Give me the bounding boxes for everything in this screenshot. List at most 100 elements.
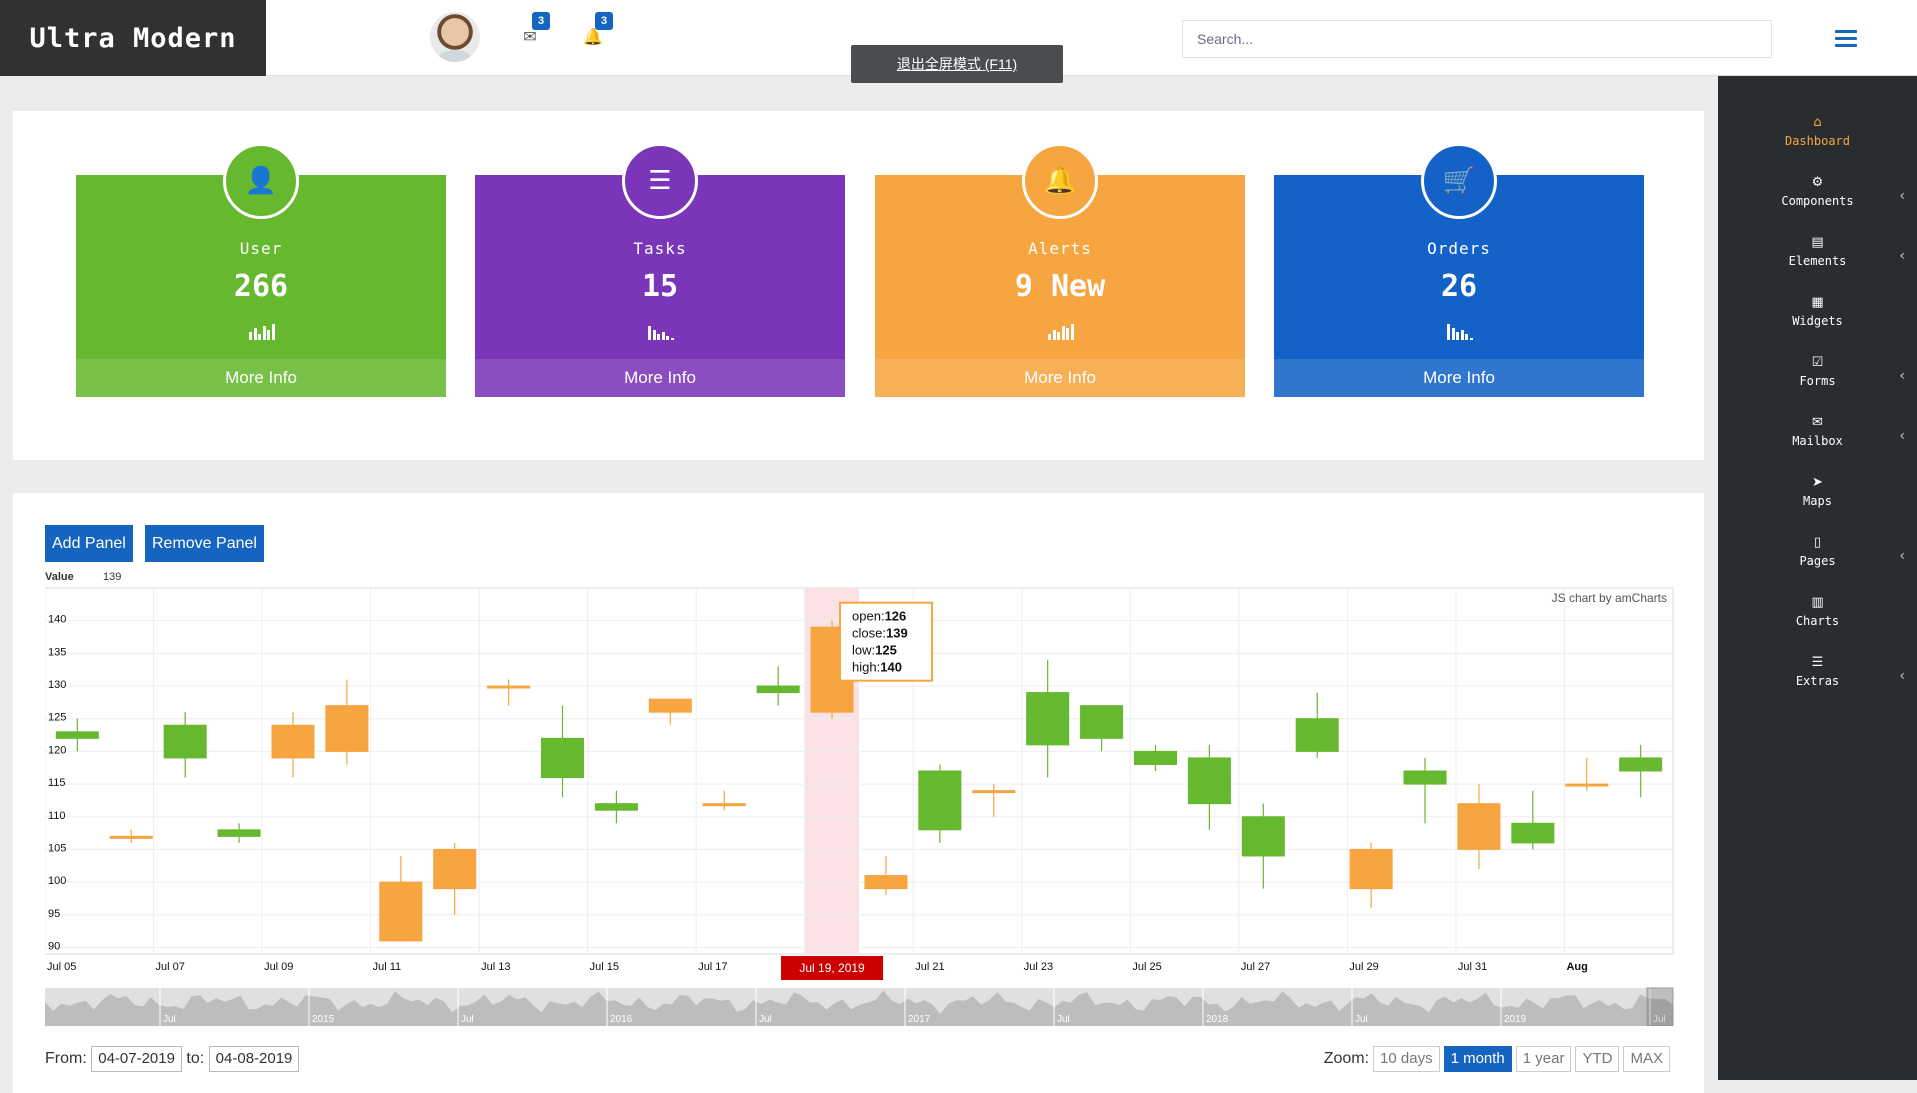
list-icon: ☰: [1811, 655, 1824, 670]
more-info-link[interactable]: More Info: [76, 359, 446, 397]
stat-title: User: [239, 239, 283, 258]
mini-bar-chart-icon: [648, 320, 674, 340]
sidebar-item-forms[interactable]: ☑ Forms ‹: [1718, 356, 1917, 408]
y-tick-label: 110: [48, 810, 66, 822]
stat-card-alerts: 🔔 Alerts 9 New More Info: [875, 143, 1245, 397]
from-date-input[interactable]: 04-07-2019: [91, 1046, 182, 1072]
sidebar-item-label: Elements: [1788, 254, 1847, 268]
candle-body: [163, 724, 207, 759]
x-tick-label: Jul 11: [373, 961, 402, 973]
chevron-left-icon: ‹: [1899, 368, 1905, 384]
candle-body: [217, 829, 261, 837]
stat-title: Orders: [1427, 239, 1491, 258]
candle-body: [648, 698, 692, 713]
candle-body: [972, 790, 1016, 794]
sidebar-item-label: Mailbox: [1792, 434, 1843, 448]
to-date-input[interactable]: 04-08-2019: [208, 1046, 300, 1072]
sidebar-item-widgets[interactable]: ▦ Widgets: [1718, 296, 1917, 348]
x-tick-label: Jul 07: [156, 961, 185, 973]
navigator-label: 2019: [1504, 1014, 1527, 1025]
mini-bar-chart-icon: [249, 320, 275, 340]
navigator-label: Jul: [1355, 1014, 1368, 1025]
x-tick-label: Jul 29: [1349, 961, 1378, 973]
tooltip-open: open:126: [852, 609, 906, 624]
bell-icon[interactable]: 🔔 3: [583, 12, 613, 48]
navigator-label: 2017: [908, 1014, 931, 1025]
cursor-date-label-bg: [781, 956, 884, 980]
x-tick-label: Jul 05: [47, 961, 76, 973]
sidebar-item-label: Forms: [1799, 374, 1836, 388]
candle-body: [1349, 848, 1393, 890]
zoom-max-button[interactable]: MAX: [1623, 1046, 1670, 1072]
hamburger-menu-icon[interactable]: [1835, 30, 1857, 48]
zoom-ytd-button[interactable]: YTD: [1575, 1046, 1620, 1072]
file-icon: ▯: [1813, 535, 1822, 550]
brand-logo[interactable]: Ultra Modern: [0, 0, 266, 76]
right-sidebar: ⌂ Dashboard ⚙ Components ‹ ▤ Elements ‹ ▦ Widgets…: [1718, 76, 1917, 1080]
tooltip-high: high:140: [852, 660, 902, 675]
y-tick-label: 95: [48, 908, 60, 920]
navigator-series: [45, 990, 1673, 1026]
candle-tooltip: [839, 601, 934, 682]
more-info-link[interactable]: More Info: [475, 359, 845, 397]
candle-body: [1619, 757, 1663, 772]
navigator-label: Jul: [759, 1014, 772, 1025]
bell-icon: 🔔: [1022, 143, 1098, 219]
add-panel-button[interactable]: Add Panel: [45, 525, 133, 562]
envelope-icon: ✉: [1812, 415, 1823, 430]
more-info-link[interactable]: More Info: [875, 359, 1245, 397]
value-readout: 139: [103, 571, 122, 583]
sidebar-item-elements[interactable]: ▤ Elements ‹: [1718, 236, 1917, 288]
x-tick-label: Jul 27: [1241, 961, 1270, 973]
candle-body: [1133, 750, 1178, 765]
fullscreen-exit-hint[interactable]: 退出全屏模式 (F11): [851, 45, 1063, 83]
navigator-label: Jul: [163, 1014, 176, 1025]
sidebar-item-pages[interactable]: ▯ Pages ‹: [1718, 536, 1917, 588]
candle-body: [1565, 783, 1609, 787]
remove-panel-button[interactable]: Remove Panel: [145, 525, 264, 562]
candle-body: [756, 685, 800, 694]
candlestick-chart[interactable]: 90 95 100 105 110 115 120 125 130 135 140 Jul 05 Jul…: [45, 586, 1685, 1026]
list-icon: ☰: [622, 143, 698, 219]
sidebar-item-extras[interactable]: ☰ Extras ‹: [1718, 656, 1917, 708]
candle-body: [702, 803, 746, 807]
candle-body: [540, 737, 585, 779]
zoom-1-month-button[interactable]: 1 month: [1443, 1046, 1512, 1072]
check-square-icon: ☑: [1811, 355, 1824, 370]
y-tick-label: 100: [48, 875, 66, 887]
stat-card-user: 👤 User 266 More Info: [76, 143, 446, 397]
zoom-10-days-button[interactable]: 10 days: [1373, 1046, 1440, 1072]
candle-body: [1080, 705, 1124, 739]
candle-body: [1241, 816, 1285, 857]
sidebar-item-charts[interactable]: ▥ Charts: [1718, 596, 1917, 648]
notification-count-badge: 3: [595, 12, 613, 30]
candle-body: [1187, 757, 1231, 805]
zoom-controls: Zoom: 10 days 1 month 1 year YTD MAX: [1324, 1046, 1670, 1072]
x-tick-label: Jul 17: [698, 961, 727, 973]
sidebar-item-label: Pages: [1799, 554, 1836, 568]
x-tick-label: Aug: [1566, 961, 1587, 973]
chart-panel: Add Panel Remove Panel Value 139 90 95 100…: [13, 493, 1704, 1093]
user-avatar[interactable]: [430, 12, 480, 62]
y-tick-label: 115: [48, 777, 66, 789]
chart-credit: JS chart by amCharts: [1552, 591, 1667, 605]
candle-body: [1511, 822, 1555, 844]
chevron-left-icon: ‹: [1899, 548, 1905, 564]
zoom-1-year-button[interactable]: 1 year: [1515, 1046, 1572, 1072]
sidebar-item-maps[interactable]: ➤ Maps: [1718, 476, 1917, 528]
x-tick-label: Jul 15: [590, 961, 619, 973]
mini-bar-chart-icon: [1048, 320, 1074, 340]
sidebar-item-label: Maps: [1803, 494, 1832, 508]
x-tick-label: Jul 09: [264, 961, 293, 973]
envelope-icon[interactable]: ✉ 3: [520, 12, 550, 48]
zoom-label: Zoom:: [1323, 1050, 1370, 1067]
search-input[interactable]: [1182, 20, 1772, 58]
sidebar-item-components[interactable]: ⚙ Components ‹: [1718, 176, 1917, 228]
value-label: Value: [45, 571, 74, 583]
sidebar-item-mailbox[interactable]: ✉ Mailbox ‹: [1718, 416, 1917, 468]
chevron-left-icon: ‹: [1899, 248, 1905, 264]
more-info-link[interactable]: More Info: [1274, 359, 1644, 397]
sidebar-item-dashboard[interactable]: ⌂ Dashboard: [1718, 116, 1917, 168]
stat-title: Tasks: [633, 239, 687, 258]
candle-body: [1403, 770, 1447, 785]
